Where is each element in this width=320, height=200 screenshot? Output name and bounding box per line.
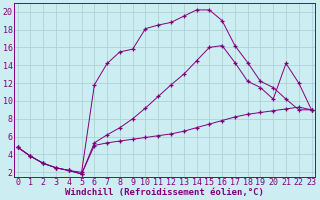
X-axis label: Windchill (Refroidissement éolien,°C): Windchill (Refroidissement éolien,°C) [65, 188, 264, 197]
